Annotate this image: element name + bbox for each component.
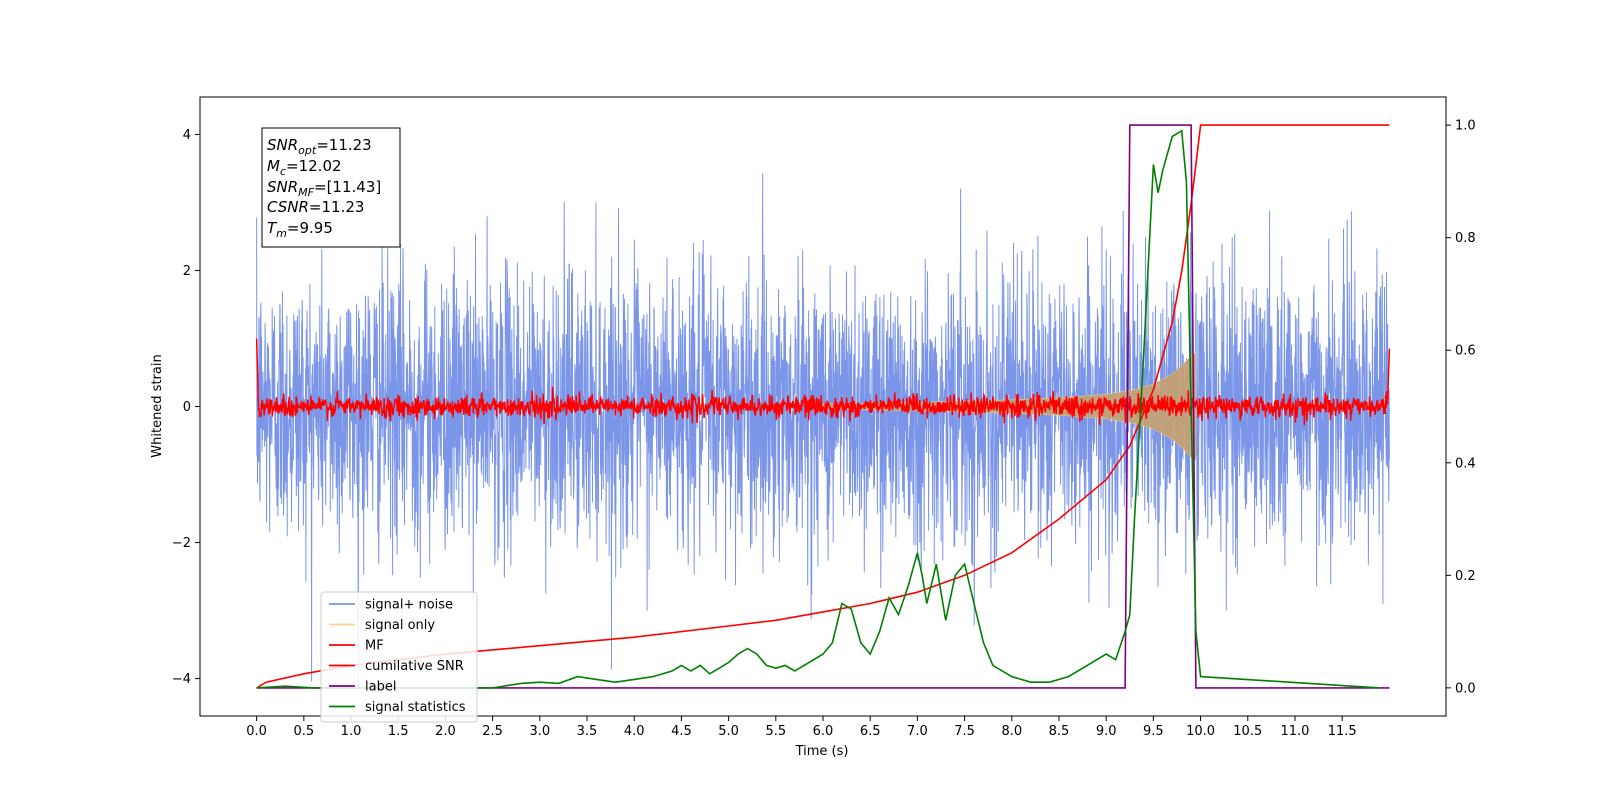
x-tick-label: 5.5 <box>765 724 786 739</box>
x-tick-label: 2.5 <box>482 724 503 739</box>
y-tick-label: 4 <box>183 128 191 143</box>
x-tick-label: 11.5 <box>1328 724 1357 739</box>
x-tick-label: 2.0 <box>435 724 456 739</box>
legend-label: cumilative SNR <box>365 659 464 674</box>
y2-tick-label: 0.0 <box>1455 681 1476 696</box>
legend-label: signal+ noise <box>365 598 453 613</box>
legend-frame <box>320 591 478 723</box>
info-box: SNRopt=11.23 Mc=12.02 SNRMF=[11.43] CSNR… <box>261 127 401 248</box>
y-axis-left: −4 −2 0 2 4 <box>172 128 200 687</box>
x-axis: 0.0 0.5 1.0 1.5 2.0 2.5 3.0 3.5 4.0 4.5 5.0 5.5 6.0 6… <box>246 716 1357 739</box>
y2-tick-label: 0.2 <box>1455 569 1476 584</box>
info-snr-opt: SNRopt=11.23 <box>267 136 372 157</box>
info-csnr: CSNR=11.23 <box>267 198 364 216</box>
x-tick-label: 3.0 <box>529 724 550 739</box>
x-tick-label: 9.5 <box>1143 724 1164 739</box>
label-line <box>256 124 1390 689</box>
x-tick-label: 4.0 <box>624 724 645 739</box>
x-tick-label: 6.5 <box>860 724 881 739</box>
info-mc: Mc=12.02 <box>267 157 342 178</box>
x-tick-label: 10.0 <box>1186 724 1215 739</box>
x-tick-label: 0.0 <box>246 724 267 739</box>
x-tick-label: 0.5 <box>293 724 314 739</box>
signal-statistics-line <box>256 129 1380 689</box>
legend-label: signal statistics <box>365 700 466 715</box>
legend: signal+ noise signal only MF cumilative SNR… <box>320 591 478 723</box>
x-tick-label: 11.0 <box>1280 724 1309 739</box>
y-tick-label: 2 <box>183 264 191 279</box>
legend-label: signal only <box>365 618 435 633</box>
info-tm: Tm=9.95 <box>267 219 333 240</box>
x-tick-label: 8.5 <box>1049 724 1070 739</box>
x-tick-label: 8.0 <box>1001 724 1022 739</box>
y2-tick-label: 0.6 <box>1455 344 1476 359</box>
x-tick-label: 1.0 <box>341 724 362 739</box>
info-snr-mf: SNRMF=[11.43] <box>267 178 381 199</box>
signal-noise-line <box>256 173 1390 692</box>
y-axis-right: 0.0 0.2 0.4 0.6 0.8 1.0 <box>1446 119 1476 696</box>
y-tick-label: 0 <box>183 400 191 415</box>
x-tick-label: 5.0 <box>718 724 739 739</box>
x-tick-label: 7.0 <box>907 724 928 739</box>
legend-label: label <box>365 680 396 695</box>
y2-tick-label: 0.4 <box>1455 456 1476 471</box>
info-box-frame <box>261 127 401 248</box>
x-tick-label: 7.5 <box>954 724 975 739</box>
y-axis-label: Whitened strain <box>150 354 165 457</box>
x-tick-label: 10.5 <box>1233 724 1262 739</box>
mf-line <box>255 338 1391 426</box>
x-tick-label: 3.5 <box>577 724 598 739</box>
x-tick-label: 9.0 <box>1096 724 1117 739</box>
y-tick-label: −4 <box>172 672 191 687</box>
x-tick-label: 6.0 <box>813 724 834 739</box>
y2-tick-label: 0.8 <box>1455 231 1476 246</box>
y2-tick-label: 1.0 <box>1455 119 1476 134</box>
x-axis-label: Time (s) <box>795 744 849 759</box>
x-tick-label: 4.5 <box>671 724 692 739</box>
legend-label: MF <box>365 639 384 654</box>
x-tick-label: 1.5 <box>388 724 409 739</box>
y-tick-label: −2 <box>172 536 191 551</box>
